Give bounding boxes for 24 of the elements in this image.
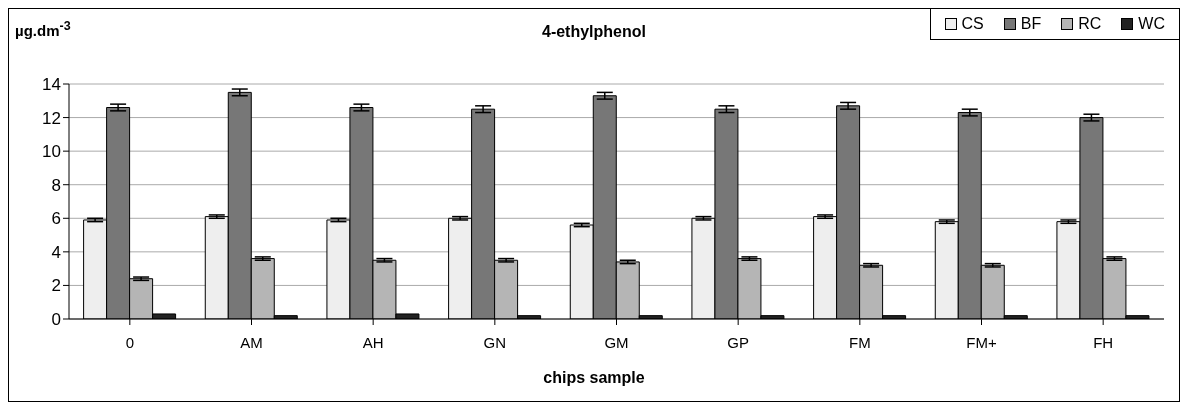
x-tick-label: GP bbox=[727, 333, 750, 351]
legend-label: WC bbox=[1138, 15, 1165, 33]
y-tick-label: 4 bbox=[51, 242, 61, 262]
y-tick-label: 14 bbox=[42, 75, 61, 95]
y-axis-title: µg.dm$^{-3}$ bbox=[15, 19, 71, 39]
chart-title: 4-ethylphenol bbox=[541, 23, 646, 40]
x-tick-label: AH bbox=[362, 333, 384, 351]
x-tick-label: GN bbox=[483, 333, 507, 351]
x-tick-label: FM bbox=[849, 333, 871, 351]
x-tick-label: FH bbox=[1093, 333, 1114, 351]
x-tick-label: FM+ bbox=[966, 333, 997, 351]
x-tick-label: AM bbox=[240, 333, 263, 351]
y-tick-label: 0 bbox=[51, 310, 61, 330]
legend-label: RC bbox=[1078, 15, 1102, 33]
y-tick-label: 8 bbox=[51, 175, 61, 195]
legend-label: BF bbox=[1020, 15, 1042, 33]
y-tick-label: 6 bbox=[51, 209, 61, 229]
y-tick-label: 12 bbox=[42, 108, 61, 128]
x-tick-label: 0 bbox=[125, 333, 135, 351]
x-tick-label: GM bbox=[604, 333, 629, 351]
y-tick-label: 2 bbox=[51, 276, 61, 296]
legend-label: CS bbox=[961, 15, 984, 33]
y-tick-label: 10 bbox=[42, 142, 61, 162]
x-axis-title: chips sample bbox=[542, 369, 646, 387]
